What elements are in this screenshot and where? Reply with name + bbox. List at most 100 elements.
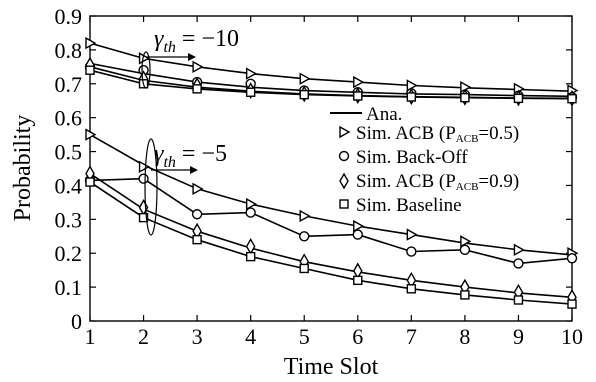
series-line (89, 66, 573, 100)
marker-square (460, 290, 470, 300)
marker-square (460, 92, 470, 103)
marker-square (513, 93, 524, 104)
marker-circle (459, 244, 471, 256)
series-line (89, 42, 573, 92)
x-tick-labels: 1 2 3 4 5 6 7 8 9 10 (85, 324, 584, 349)
annotation-gamma-10: γth = −10 (141, 26, 239, 89)
y-tick-label: 0.4 (55, 173, 83, 198)
marker-triangle (406, 228, 418, 241)
annotation-sub-10: th (163, 39, 175, 56)
marker-circle (513, 258, 524, 269)
annotation-symbol-10: γ (154, 26, 164, 52)
y-tick-label: 0.3 (55, 207, 83, 232)
legend: Ana. Sim. ACB (PACB=0.5) Sim. Back-Off S… (330, 104, 519, 216)
x-tick-label: 10 (561, 324, 583, 349)
y-axis-title: Probability (10, 115, 36, 222)
legend-label-backoff: Sim. Back-Off (356, 147, 468, 168)
y-tick-label: 0.1 (55, 275, 83, 300)
x-tick-label: 3 (192, 324, 203, 349)
y-tick-label: 0.9 (55, 4, 83, 29)
legend-label-baseline: Sim. Baseline (356, 195, 462, 216)
annotation-arrowhead-10 (188, 53, 196, 61)
x-tick-label: 4 (245, 324, 256, 349)
legend-marker-acb05 (339, 125, 351, 139)
x-axis-title: Time Slot (284, 354, 379, 380)
marker-square (406, 284, 417, 294)
svg-text:Sim. ACB (PACB=0.9): Sim. ACB (PACB=0.9) (356, 171, 519, 193)
marker-triangle (245, 197, 258, 211)
x-tick-label: 7 (406, 324, 417, 349)
annotation-arrowhead-5 (190, 166, 198, 174)
legend-label-acb05-sub: ACB (456, 133, 479, 145)
marker-diamond (245, 238, 256, 255)
marker-square (85, 65, 95, 75)
marker-square (567, 299, 577, 309)
marker-square (353, 91, 363, 101)
y-tick-label: 0.5 (55, 140, 83, 165)
marker-triangle (353, 75, 365, 89)
marker-triangle (245, 67, 258, 80)
marker-square (299, 263, 309, 274)
annotation-text-10: = −10 (176, 26, 239, 52)
marker-circle (352, 229, 363, 240)
y-tick-label: 0.7 (55, 72, 83, 97)
svg-text:γth = −10: γth = −10 (154, 26, 239, 56)
marker-triangle (85, 128, 97, 141)
tick-group (89, 15, 573, 322)
marker-triangle (192, 182, 204, 196)
marker-square (245, 87, 256, 97)
marker-circle (245, 207, 256, 218)
series-line (89, 177, 573, 265)
marker-square (85, 177, 95, 187)
x-tick-label: 8 (459, 324, 470, 349)
marker-triangle (299, 72, 311, 85)
x-tick-label: 9 (513, 324, 524, 349)
marker-square (406, 92, 417, 102)
annotation-ellipse-5 (144, 138, 158, 236)
marker-triangle (85, 36, 97, 50)
marker-triangle (138, 160, 150, 173)
y-tick-label: 0.8 (55, 38, 83, 63)
annotation-ellipse-10 (141, 51, 151, 89)
legend-label-acb05-prefix: Sim. ACB (P (356, 123, 456, 144)
legend-label-acb09-suffix: =0.9) (478, 171, 519, 192)
annotation-sub-5: th (163, 154, 175, 171)
marker-square (192, 234, 202, 245)
legend-marker-baseline (339, 199, 349, 209)
marker-triangle (353, 219, 365, 233)
series-line (89, 133, 573, 256)
marker-square (192, 84, 202, 94)
marker-square (567, 93, 577, 104)
series-group (84, 36, 579, 309)
marker-circle (566, 253, 578, 264)
legend-label-acb09-sub: ACB (456, 181, 479, 193)
marker-circle (138, 173, 149, 184)
marker-square (299, 89, 309, 100)
marker-triangle (513, 243, 525, 257)
x-tick-label: 6 (352, 324, 363, 349)
marker-square (245, 251, 256, 262)
svg-text:γth = −5: γth = −5 (154, 141, 227, 171)
annotation-gamma-5: γth = −5 (144, 138, 227, 236)
series-line (89, 172, 573, 299)
series-line (89, 69, 573, 100)
annotation-symbol-5: γ (154, 141, 164, 167)
marker-circle (299, 231, 310, 242)
svg-text:Sim. ACB (PACB=0.5): Sim. ACB (PACB=0.5) (356, 123, 519, 145)
x-tick-label: 1 (85, 324, 96, 349)
marker-triangle (192, 60, 204, 74)
legend-label-acb05-suffix: =0.5) (478, 123, 519, 144)
y-tick-labels: 0 0.1 0.2 0.3 0.4 0.5 0.6 0.7 0.8 0.9 (55, 4, 83, 334)
y-tick-label: 0.6 (55, 106, 83, 131)
marker-circle (406, 246, 417, 257)
legend-marker-acb09 (339, 172, 349, 190)
marker-triangle (406, 79, 418, 92)
marker-square (513, 295, 524, 305)
marker-triangle (299, 209, 311, 223)
series-line (89, 62, 573, 98)
legend-label-ana: Ana. (366, 104, 402, 125)
marker-circle (191, 209, 203, 220)
annotation-text-5: = −5 (176, 141, 227, 167)
x-tick-label: 2 (138, 324, 149, 349)
